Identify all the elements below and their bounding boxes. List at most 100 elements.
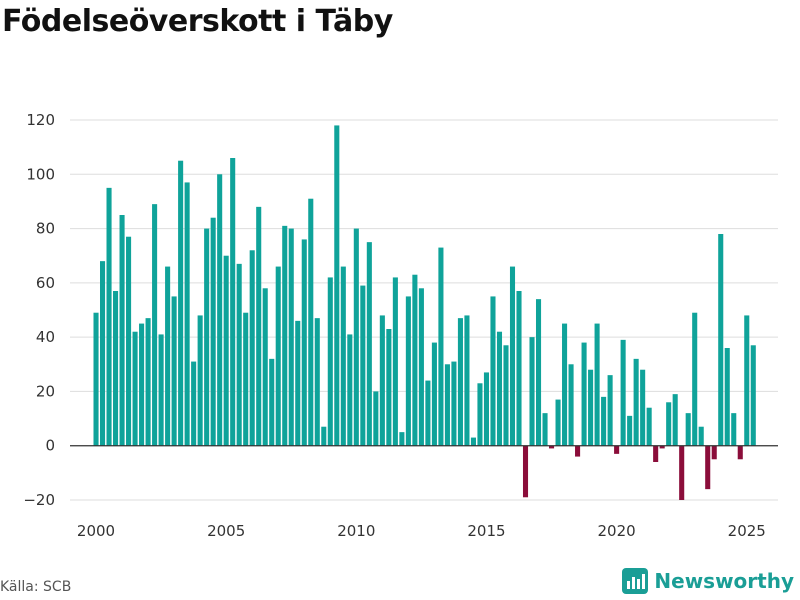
bar [737, 445, 743, 460]
bar [184, 182, 190, 446]
x-tick-label: 2005 [207, 522, 245, 540]
bar [581, 342, 587, 446]
bar [711, 445, 717, 460]
bar [295, 320, 301, 446]
chart-title: Födelseöverskott i Täby [2, 4, 393, 39]
bar [379, 315, 385, 446]
bar [93, 312, 99, 446]
bar [269, 358, 275, 446]
bar [509, 266, 516, 446]
brand-logo: Newsworthy [622, 568, 794, 594]
bar [705, 445, 711, 490]
bar [243, 312, 249, 446]
bar [516, 291, 522, 446]
bar [522, 445, 529, 498]
bar [178, 160, 184, 446]
bar [555, 399, 561, 446]
bar [685, 413, 691, 446]
x-tick-label: 2010 [337, 522, 375, 540]
bar [223, 255, 229, 446]
bar [399, 432, 405, 446]
bar [457, 318, 463, 446]
bar [230, 158, 236, 446]
bar [132, 331, 138, 446]
bar [431, 342, 437, 446]
bar [542, 413, 548, 446]
bar [197, 315, 203, 446]
bar [535, 299, 542, 446]
bar [353, 228, 359, 446]
bar [672, 394, 678, 446]
bar [113, 291, 119, 446]
bar [562, 323, 568, 446]
y-tick-label: −20 [23, 491, 55, 509]
y-tick-label: 0 [45, 437, 55, 455]
bar [288, 228, 294, 446]
bar [282, 225, 288, 446]
bar [575, 445, 581, 457]
bar [308, 198, 314, 446]
bar [236, 263, 242, 446]
bar [210, 217, 216, 446]
x-axis-labels: 2000 2005 2010 2015 2020 2025 [77, 522, 766, 540]
bar [588, 369, 594, 446]
y-axis-labels: −20 0 20 40 60 80 100 120 [23, 111, 55, 509]
bar [744, 315, 750, 446]
bar [99, 261, 106, 446]
y-tick-label: 40 [36, 328, 55, 346]
bar [139, 323, 145, 446]
bar [392, 277, 398, 446]
bar [249, 250, 255, 446]
bar [477, 383, 483, 446]
bar [314, 318, 320, 446]
bar [646, 407, 652, 446]
y-tick-label: 20 [36, 382, 55, 400]
bar [360, 285, 366, 446]
bar [334, 125, 340, 446]
x-tick-label: 2020 [598, 522, 636, 540]
bar [444, 364, 450, 446]
bar [152, 204, 158, 446]
y-tick-label: 80 [36, 220, 55, 238]
bar [633, 358, 639, 446]
bar [262, 288, 268, 446]
bar [165, 266, 171, 446]
bar [301, 239, 307, 446]
bar [373, 391, 379, 446]
bar [126, 236, 132, 446]
bar [653, 445, 659, 462]
bar [256, 206, 262, 446]
bar [640, 369, 646, 446]
brand-name: Newsworthy [654, 569, 794, 593]
bar [321, 426, 327, 446]
bar [145, 318, 151, 446]
bar [425, 380, 431, 446]
x-tick-label: 2025 [728, 522, 766, 540]
bar [614, 445, 620, 454]
bar [620, 339, 626, 446]
bar [347, 334, 353, 446]
bar [679, 445, 685, 500]
bar [483, 372, 490, 446]
bar [451, 361, 457, 446]
bar [724, 348, 730, 446]
bar [490, 296, 496, 446]
bar [627, 415, 633, 446]
bar [692, 312, 698, 446]
bar [659, 445, 665, 449]
bar [666, 402, 672, 446]
bar [503, 345, 509, 446]
bar [750, 345, 756, 446]
bar [601, 396, 607, 446]
source-label: Källa: SCB [0, 579, 72, 595]
bar [607, 375, 613, 446]
bar [470, 437, 476, 446]
bar [438, 247, 444, 446]
bar [464, 315, 470, 446]
bar [119, 215, 125, 446]
x-tick-label: 2015 [467, 522, 505, 540]
bar [191, 361, 197, 446]
bars [93, 125, 756, 500]
bar-chart-icon [622, 568, 649, 594]
